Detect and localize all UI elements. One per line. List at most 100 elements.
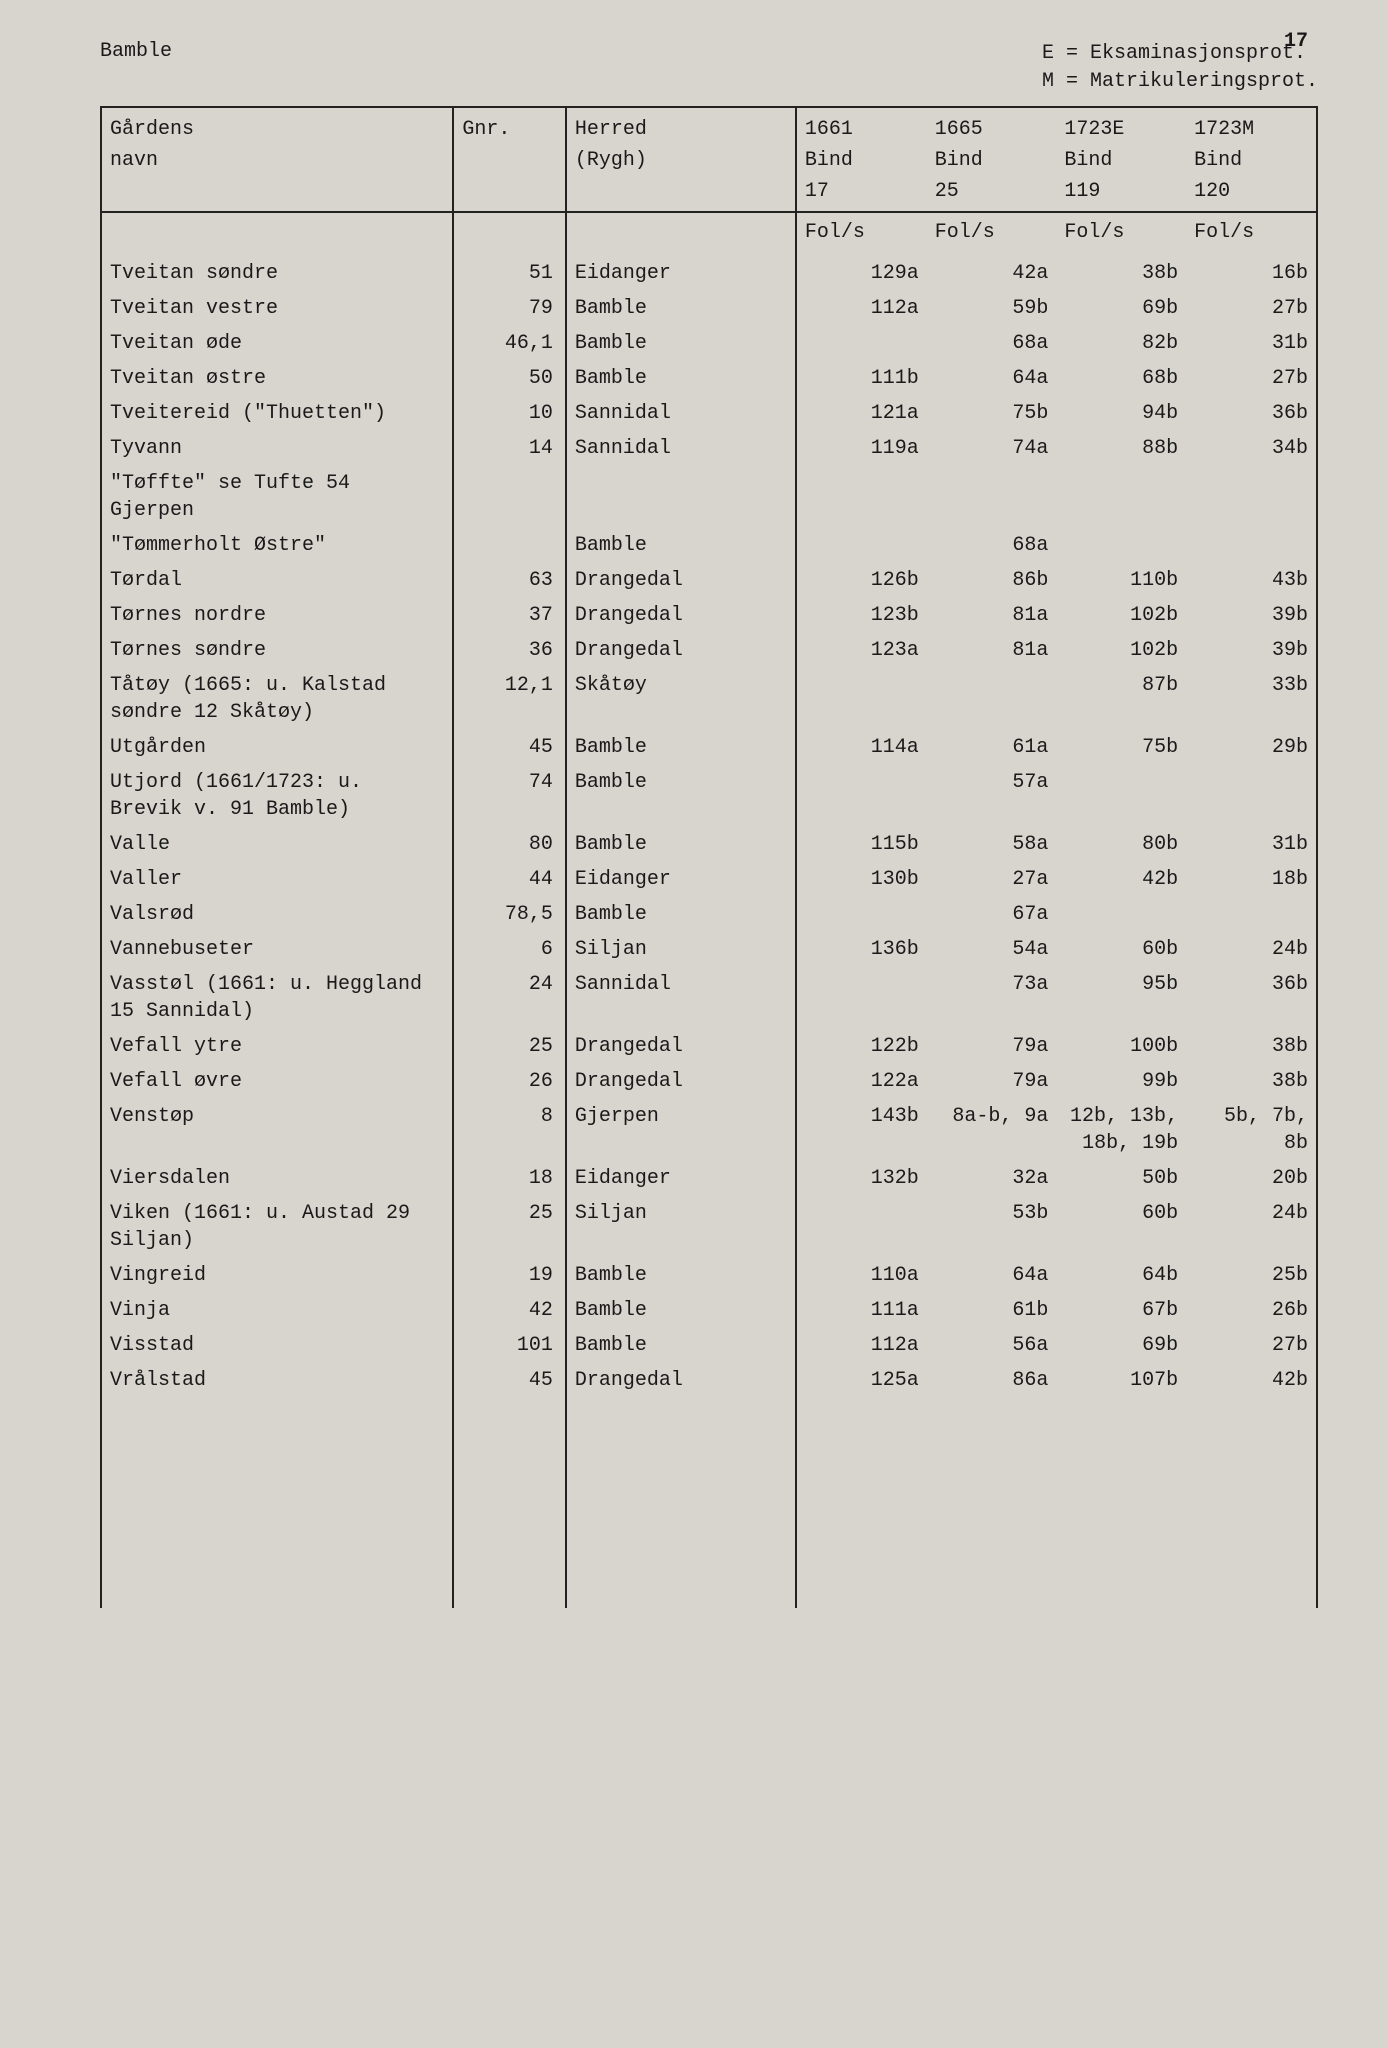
cell-1723m: 27b bbox=[1186, 1328, 1317, 1363]
cell-1723e: 60b bbox=[1056, 932, 1186, 967]
cell-1665: 86b bbox=[927, 563, 1057, 598]
cell-1661: 132b bbox=[796, 1161, 927, 1196]
cell-1661 bbox=[796, 466, 927, 528]
cell-1665: 75b bbox=[927, 396, 1057, 431]
cell-1661: 123a bbox=[796, 633, 927, 668]
col-name-line1: Gårdens bbox=[101, 108, 453, 145]
cell-herred: Eidanger bbox=[566, 1161, 796, 1196]
table-row: Tveitan søndre51Eidanger129a42a38b16b bbox=[101, 256, 1317, 291]
cell-1723e: 64b bbox=[1056, 1258, 1186, 1293]
cell-1723e bbox=[1056, 466, 1186, 528]
cell-1723e bbox=[1056, 765, 1186, 827]
cell-1723e bbox=[1056, 897, 1186, 932]
cell-herred: Bamble bbox=[566, 730, 796, 765]
cell-herred: Drangedal bbox=[566, 1064, 796, 1099]
cell-1723m: 34b bbox=[1186, 431, 1317, 466]
cell-1661 bbox=[796, 668, 927, 730]
table-row: Vingreid19Bamble110a64a64b25b bbox=[101, 1258, 1317, 1293]
cell-name: Utgården bbox=[101, 730, 453, 765]
cell-herred: Siljan bbox=[566, 1196, 796, 1258]
cell-1723e: 75b bbox=[1056, 730, 1186, 765]
cell-1723m: 36b bbox=[1186, 967, 1317, 1029]
cell-1723e: 38b bbox=[1056, 256, 1186, 291]
cell-gnr: 50 bbox=[453, 361, 566, 396]
cell-1665: 53b bbox=[927, 1196, 1057, 1258]
cell-name: Vefall øvre bbox=[101, 1064, 453, 1099]
cell-name: Tørnes søndre bbox=[101, 633, 453, 668]
table-row: Utjord (1661/1723: u. Brevik v. 91 Bambl… bbox=[101, 765, 1317, 827]
cell-1723e: 12b, 13b, 18b, 19b bbox=[1056, 1099, 1186, 1161]
cell-1661: 136b bbox=[796, 932, 927, 967]
cell-1723e: 110b bbox=[1056, 563, 1186, 598]
cell-name: Utjord (1661/1723: u. Brevik v. 91 Bambl… bbox=[101, 765, 453, 827]
col-name-line2: navn bbox=[101, 145, 453, 176]
cell-gnr: 42 bbox=[453, 1293, 566, 1328]
cell-1665: 58a bbox=[927, 827, 1057, 862]
cell-1665: 81a bbox=[927, 598, 1057, 633]
cell-herred: Sannidal bbox=[566, 396, 796, 431]
head-row-3: 17 25 119 120 bbox=[101, 176, 1317, 212]
cell-herred: Bamble bbox=[566, 326, 796, 361]
cell-gnr bbox=[453, 528, 566, 563]
subhead-fols-4: Fol/s bbox=[1186, 212, 1317, 256]
cell-1665: 59b bbox=[927, 291, 1057, 326]
data-table: Gårdens Gnr. Herred 1661 1665 1723E 1723… bbox=[100, 108, 1318, 1608]
col-1723e-line2: Bind bbox=[1056, 145, 1186, 176]
table-row: Valle80Bamble115b58a80b31b bbox=[101, 827, 1317, 862]
cell-gnr: 18 bbox=[453, 1161, 566, 1196]
cell-1661: 111a bbox=[796, 1293, 927, 1328]
table-row-empty bbox=[101, 1398, 1317, 1433]
cell-name: Tveitan vestre bbox=[101, 291, 453, 326]
col-1723m-line2: Bind bbox=[1186, 145, 1317, 176]
cell-1661: 111b bbox=[796, 361, 927, 396]
cell-1723m bbox=[1186, 765, 1317, 827]
table-row: "Tøffte" se Tufte 54 Gjerpen bbox=[101, 466, 1317, 528]
cell-name: Viken (1661: u. Austad 29 Siljan) bbox=[101, 1196, 453, 1258]
col-herred-line1: Herred bbox=[566, 108, 796, 145]
subhead-gnr bbox=[453, 212, 566, 256]
col-1661-line2: Bind bbox=[796, 145, 927, 176]
table-head: Gårdens Gnr. Herred 1661 1665 1723E 1723… bbox=[101, 108, 1317, 256]
cell-gnr: 19 bbox=[453, 1258, 566, 1293]
cell-1723m: 20b bbox=[1186, 1161, 1317, 1196]
cell-1723e: 102b bbox=[1056, 598, 1186, 633]
cell-gnr: 12,1 bbox=[453, 668, 566, 730]
page: 17 Bamble E = Eksaminasjonsprot. M = Mat… bbox=[0, 0, 1388, 2048]
cell-1661 bbox=[796, 897, 927, 932]
cell-1661 bbox=[796, 765, 927, 827]
col-name-blank bbox=[101, 176, 453, 212]
col-1665-line3: 25 bbox=[927, 176, 1057, 212]
cell-herred: Skåtøy bbox=[566, 668, 796, 730]
table-row: Tveitereid ("Thuetten")10Sannidal121a75b… bbox=[101, 396, 1317, 431]
cell-1665: 54a bbox=[927, 932, 1057, 967]
table-row: Visstad101Bamble112a56a69b27b bbox=[101, 1328, 1317, 1363]
cell-herred: Bamble bbox=[566, 361, 796, 396]
cell-name: Visstad bbox=[101, 1328, 453, 1363]
table-row-empty bbox=[101, 1573, 1317, 1608]
cell-1665: 42a bbox=[927, 256, 1057, 291]
cell-name: Tørnes nordre bbox=[101, 598, 453, 633]
cell-herred: Bamble bbox=[566, 1293, 796, 1328]
cell-name: "Tøffte" se Tufte 54 Gjerpen bbox=[101, 466, 453, 528]
subhead-name bbox=[101, 212, 453, 256]
cell-name: Tørdal bbox=[101, 563, 453, 598]
cell-name: Vasstøl (1661: u. Heggland 15 Sannidal) bbox=[101, 967, 453, 1029]
cell-herred: Bamble bbox=[566, 827, 796, 862]
cell-gnr: 37 bbox=[453, 598, 566, 633]
cell-herred: Drangedal bbox=[566, 563, 796, 598]
table-row: Vannebuseter6Siljan136b54a60b24b bbox=[101, 932, 1317, 967]
page-number: 17 bbox=[1284, 30, 1308, 53]
col-herred-line2: (Rygh) bbox=[566, 145, 796, 176]
cell-1723e: 94b bbox=[1056, 396, 1186, 431]
cell-1723m: 39b bbox=[1186, 633, 1317, 668]
table-row: Vinja42Bamble111a61b67b26b bbox=[101, 1293, 1317, 1328]
cell-1723m: 38b bbox=[1186, 1064, 1317, 1099]
cell-herred: Sannidal bbox=[566, 431, 796, 466]
cell-herred: Siljan bbox=[566, 932, 796, 967]
cell-gnr bbox=[453, 466, 566, 528]
col-1661-line3: 17 bbox=[796, 176, 927, 212]
cell-1723m bbox=[1186, 897, 1317, 932]
cell-name: "Tømmerholt Østre" bbox=[101, 528, 453, 563]
subhead-fols-1: Fol/s bbox=[796, 212, 927, 256]
col-1723m-line1: 1723M bbox=[1186, 108, 1317, 145]
